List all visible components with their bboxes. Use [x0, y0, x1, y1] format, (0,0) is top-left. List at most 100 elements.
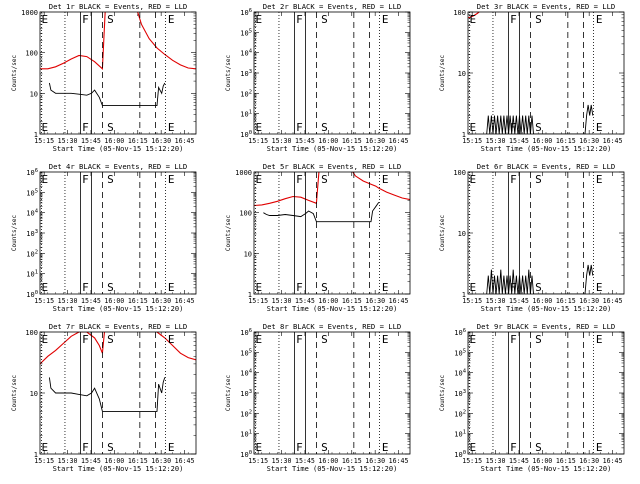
- marker-label: S: [535, 333, 542, 346]
- marker-label: F: [82, 281, 89, 294]
- marker-label: E: [596, 281, 603, 294]
- marker-label: E: [168, 281, 175, 294]
- plot-frame: [39, 171, 197, 295]
- marker-label: E: [42, 173, 49, 186]
- x-tick-label: 15:45: [81, 457, 101, 465]
- marker-label: S: [535, 13, 542, 26]
- marker-label: E: [596, 441, 603, 454]
- marker-label: E: [256, 333, 263, 346]
- marker-label: S: [107, 281, 114, 294]
- x-tick-label: 15:15: [248, 457, 268, 465]
- chart-title: Det 1r BLACK = Events, RED = LLD: [49, 2, 187, 11]
- marker-label: S: [107, 173, 114, 186]
- y-tick-label: 100: [453, 9, 466, 17]
- marker-label: S: [107, 121, 114, 134]
- marker-label: S: [107, 333, 114, 346]
- marker-label: E: [596, 13, 603, 26]
- marker-label: E: [256, 441, 263, 454]
- y-tick-label: 100: [453, 169, 466, 177]
- x-tick-label: 15:15: [462, 457, 482, 465]
- plot-frame: [39, 11, 197, 135]
- x-tick-label: 16:00: [318, 137, 338, 145]
- x-tick-label: 15:30: [58, 457, 78, 465]
- x-tick-label: 15:30: [486, 457, 506, 465]
- x-tick-label: 15:30: [272, 457, 292, 465]
- x-tick-label: 15:30: [272, 137, 292, 145]
- x-axis-label: Start Time (05-Nov-15 15:12:20): [267, 465, 398, 473]
- x-tick-label: 15:15: [462, 297, 482, 305]
- y-tick-label: 105: [240, 348, 252, 357]
- x-tick-label: 15:15: [248, 297, 268, 305]
- y-axis-label: Counts/sec: [11, 375, 18, 412]
- y-axis-label: Counts/sec: [439, 55, 446, 92]
- y-tick-label: 103: [240, 69, 252, 78]
- marker-label: S: [107, 13, 114, 26]
- marker-label: F: [510, 441, 517, 454]
- panel-det-5: Det 5r BLACK = Events, RED = LLD 1 10 100 10…: [225, 162, 411, 313]
- plot-frame: [253, 11, 411, 135]
- y-tick-label: 101: [454, 430, 466, 439]
- x-tick-label: 16:30: [365, 297, 385, 305]
- y-tick-label: 1: [34, 131, 38, 139]
- x-tick-label: 15:45: [295, 137, 315, 145]
- marker-label: S: [535, 281, 542, 294]
- y-tick-label: 100: [25, 329, 38, 337]
- series-group: [40, 332, 196, 454]
- plot-frame: [467, 171, 625, 295]
- x-tick-label: 15:45: [509, 137, 529, 145]
- x-tick-label: 15:15: [462, 137, 482, 145]
- marker-label: E: [596, 173, 603, 186]
- marker-label: S: [107, 441, 114, 454]
- y-tick-label: 1000: [235, 169, 252, 177]
- marker-label: E: [256, 173, 263, 186]
- plot-frame: [467, 331, 625, 455]
- x-tick-label: 15:30: [58, 297, 78, 305]
- marker-label: S: [321, 333, 328, 346]
- x-tick-label: 16:15: [128, 457, 148, 465]
- y-tick-label: 106: [240, 8, 252, 17]
- panel-det-7: Det 7r BLACK = Events, RED = LLD 1 10 100 15…: [11, 322, 197, 473]
- y-tick-label: 100: [240, 450, 252, 459]
- y-tick-label: 105: [26, 188, 38, 197]
- x-tick-label: 16:00: [104, 137, 124, 145]
- y-tick-label: 10: [30, 90, 38, 98]
- y-tick-label: 102: [240, 409, 252, 418]
- x-tick-label: 16:30: [579, 457, 599, 465]
- plot-frame: [467, 11, 625, 135]
- series-line-lld: [40, 12, 196, 70]
- marker-label: E: [470, 173, 477, 186]
- x-tick-label: 16:30: [151, 137, 171, 145]
- panel-det-4: Det 4r BLACK = Events, RED = LLD 100 101 10…: [11, 162, 197, 313]
- panel-det-6: Det 6r BLACK = Events, RED = LLD 1 10 100 15…: [439, 162, 625, 313]
- x-tick-label: 15:30: [486, 297, 506, 305]
- x-tick-label: 16:15: [342, 137, 362, 145]
- marker-label: E: [42, 281, 49, 294]
- y-tick-label: 1: [462, 291, 466, 299]
- x-tick-label: 15:15: [34, 297, 54, 305]
- marker-label: E: [256, 13, 263, 26]
- marker-label: E: [42, 441, 49, 454]
- y-tick-label: 103: [454, 389, 466, 398]
- y-tick-label: 102: [26, 249, 38, 258]
- marker-label: E: [382, 13, 389, 26]
- x-tick-label: 16:15: [556, 457, 576, 465]
- marker-label: E: [382, 121, 389, 134]
- x-tick-label: 16:45: [389, 137, 409, 145]
- marker-label: S: [535, 121, 542, 134]
- x-tick-label: 16:15: [556, 137, 576, 145]
- y-axis-label: Counts/sec: [225, 55, 232, 92]
- marker-label: F: [510, 121, 517, 134]
- marker-label: F: [296, 441, 303, 454]
- x-tick-label: 16:15: [128, 137, 148, 145]
- marker-label: E: [382, 281, 389, 294]
- marker-label: E: [256, 281, 263, 294]
- y-tick-label: 104: [240, 49, 252, 58]
- x-tick-label: 16:45: [389, 457, 409, 465]
- marker-label: E: [596, 121, 603, 134]
- y-axis-label: Counts/sec: [11, 55, 18, 92]
- x-tick-label: 15:30: [272, 297, 292, 305]
- x-axis-label: Start Time (05-Nov-15 15:12:20): [53, 465, 184, 473]
- x-tick-label: 16:15: [128, 297, 148, 305]
- marker-label: F: [510, 13, 517, 26]
- series-group: [469, 332, 594, 454]
